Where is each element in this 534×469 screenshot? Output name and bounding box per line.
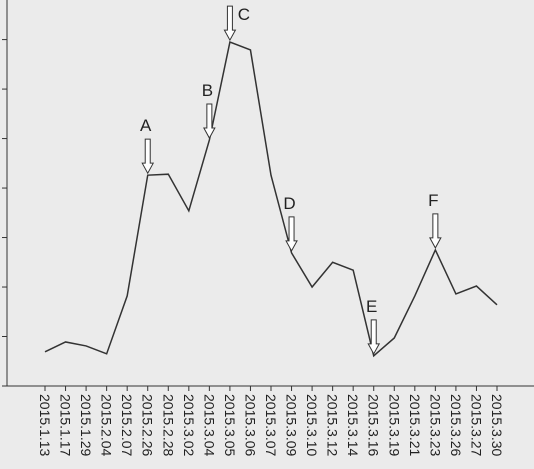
x-tick-label: 2015.3.09 bbox=[284, 394, 300, 456]
annotation-arrow bbox=[367, 319, 381, 355]
annotation-label: D bbox=[283, 194, 295, 213]
annotation-arrow bbox=[141, 138, 155, 175]
annotation-arrow bbox=[429, 213, 442, 249]
x-tick-label: 2015.1.17 bbox=[58, 394, 74, 456]
x-tick-label: 2015.3.30 bbox=[489, 394, 505, 456]
annotation-arrow bbox=[223, 5, 237, 42]
x-tick-label: 2015.3.12 bbox=[325, 394, 341, 456]
x-tick-label: 2015.2.26 bbox=[140, 394, 156, 456]
annotation-arrow bbox=[203, 103, 216, 140]
x-tick-label: 2015.3.10 bbox=[304, 394, 320, 456]
line bbox=[44, 41, 498, 358]
annotation-arrow bbox=[285, 216, 298, 252]
x-tick-label: 2015.3.07 bbox=[263, 394, 279, 456]
x-tick-label: 2015.2.04 bbox=[99, 394, 115, 456]
x-tick-label: 2015.3.16 bbox=[366, 394, 382, 456]
annotation-label: A bbox=[140, 116, 152, 135]
x-tick-label: 2015.3.04 bbox=[201, 394, 217, 456]
x-tick-label: 2015.3.19 bbox=[386, 394, 402, 456]
annotation: E bbox=[366, 297, 381, 355]
x-tick-label: 2015.2.28 bbox=[160, 394, 176, 456]
annotation: F bbox=[428, 191, 442, 249]
x-tick-label: 2015.3.27 bbox=[468, 394, 484, 456]
annotation-label: E bbox=[366, 297, 377, 316]
x-tick-label: 2015.1.13 bbox=[37, 394, 53, 456]
annotation-label: F bbox=[428, 191, 438, 210]
x-tick-label: 2015.1.29 bbox=[78, 394, 94, 456]
x-tick-label: 2015.2.07 bbox=[119, 394, 135, 456]
annotation: B bbox=[202, 81, 216, 140]
annotation-label: B bbox=[202, 81, 213, 100]
annotation: A bbox=[140, 116, 155, 175]
x-tick-label: 2015.3.23 bbox=[427, 394, 443, 456]
annotation-label: C bbox=[238, 5, 250, 24]
x-tick-label: 2015.3.26 bbox=[448, 394, 464, 456]
annotation: C bbox=[223, 5, 250, 42]
x-tick-label: 2015.3.21 bbox=[407, 394, 423, 456]
x-tick-label: 2015.3.06 bbox=[242, 394, 258, 456]
x-tick-label: 2015.3.05 bbox=[222, 394, 238, 456]
annotation: D bbox=[283, 194, 298, 252]
x-tick-label: 2015.3.14 bbox=[345, 394, 361, 456]
x-tick-label: 2015.3.02 bbox=[181, 394, 197, 456]
